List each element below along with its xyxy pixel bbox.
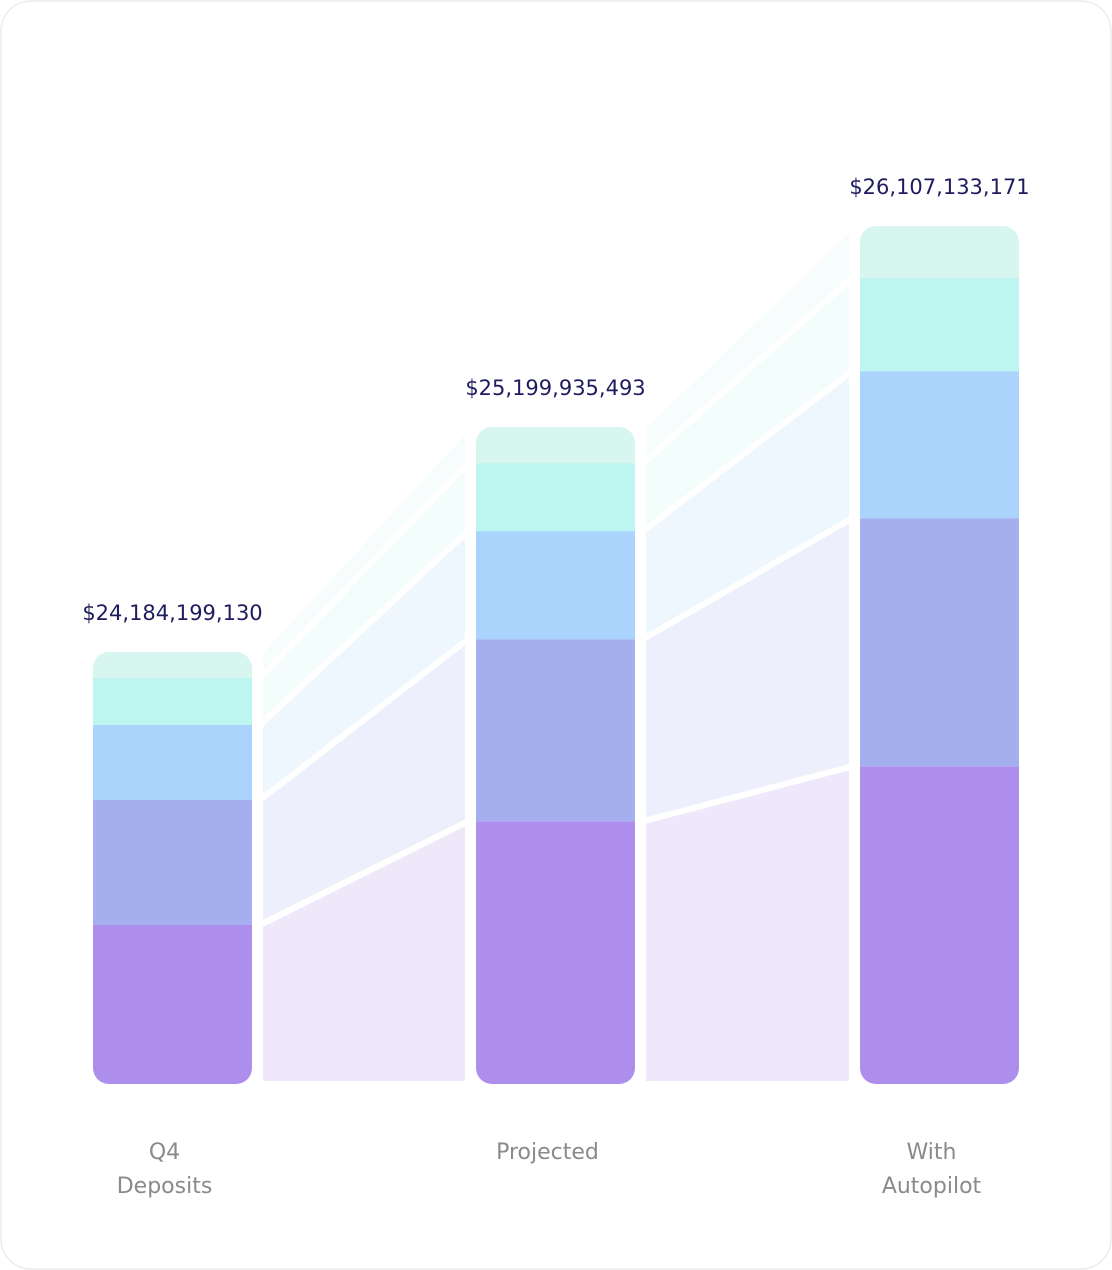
bar-segment: [860, 371, 1019, 519]
bar-segment: [860, 518, 1019, 767]
flow: [257, 423, 471, 681]
x-tick-label: Q4: [149, 1140, 180, 1165]
bar-segment: [93, 724, 252, 801]
bar-segment: [93, 677, 252, 725]
total-label: $25,199,935,493: [465, 376, 645, 400]
bar-segment: [860, 278, 1019, 372]
x-tick-label: Projected: [496, 1140, 599, 1165]
x-tick-label: With: [907, 1140, 957, 1165]
bar-segment: [476, 463, 635, 532]
bar-segment: [93, 652, 252, 678]
bar-segment: [476, 426, 635, 464]
x-tick-label: Autopilot: [882, 1174, 982, 1199]
total-label: $24,184,199,130: [82, 601, 262, 625]
bar-segment: [93, 924, 252, 1084]
bar-segment: [476, 531, 635, 640]
bar-segment: [476, 639, 635, 822]
bar-stack: [860, 226, 1019, 1084]
bar-segment: [860, 766, 1019, 1084]
bar-segment: [860, 226, 1019, 279]
x-tick-label: Deposits: [117, 1174, 213, 1199]
bar-stack: [93, 652, 252, 1084]
bar-segment: [476, 821, 635, 1084]
total-label: $26,107,133,171: [849, 175, 1029, 199]
bar-stack: [476, 426, 635, 1084]
bar-segment: [93, 800, 252, 925]
flow: [640, 223, 855, 467]
